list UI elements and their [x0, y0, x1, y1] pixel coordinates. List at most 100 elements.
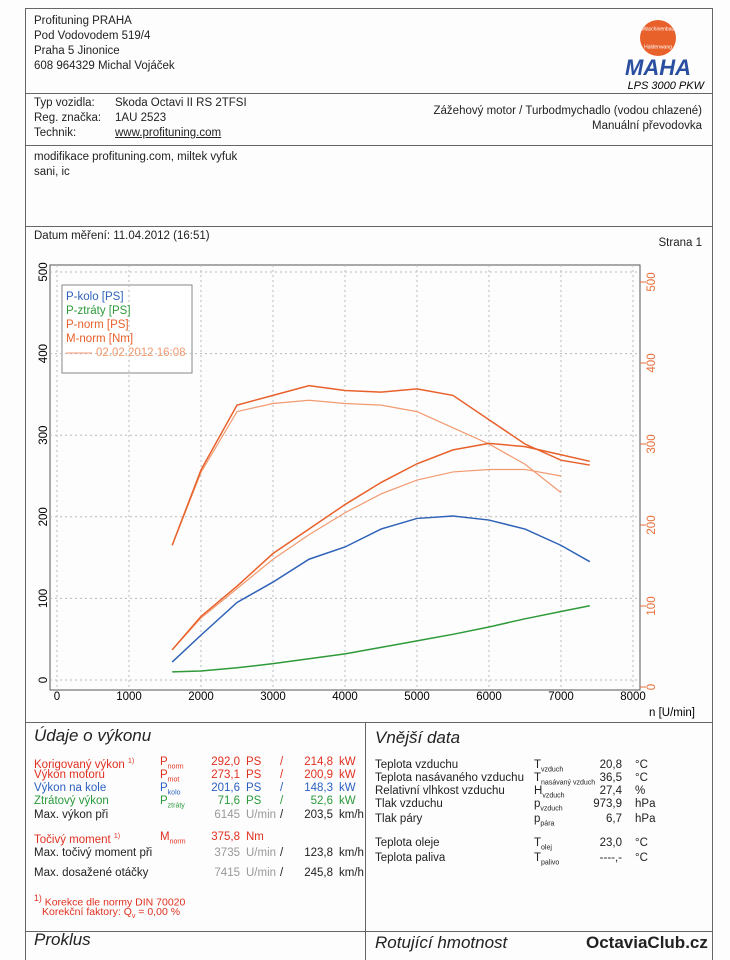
gearbox: Manuální převodovka [592, 120, 702, 132]
y2-tick-label: 400 [646, 353, 658, 372]
vehicle-value: www.profituning.com [115, 127, 222, 139]
value: 27,4 [599, 785, 622, 797]
series-line [171, 384, 590, 546]
vehicle-label: Reg. značka: [34, 112, 102, 124]
value: 201,6 [211, 782, 240, 794]
unit: kW [339, 782, 356, 794]
unit: PS [246, 769, 262, 781]
symbol: Pmot [160, 769, 180, 784]
y2-tick-label: 100 [646, 596, 658, 615]
correction-label: Korekční faktory: Q [42, 906, 132, 918]
footnote: 1) Korekce dle normy DIN 70020 [34, 891, 185, 910]
x-tick-label: 8000 [620, 691, 646, 703]
symbol: Tvzduch [534, 759, 564, 774]
unit: °C [635, 852, 648, 864]
value: 6145 [214, 809, 240, 821]
value: 973,9 [593, 798, 622, 810]
correction: Korekční faktory: Qv = 0,00 % [42, 905, 180, 924]
unit: °C [635, 772, 648, 784]
unit: U/min [246, 847, 277, 859]
unit: km/h [339, 867, 364, 879]
note: 1) [113, 833, 121, 840]
label: Relativní vlhkost vzduchu [375, 785, 505, 797]
symbol: ppára [534, 813, 555, 828]
legend-label: M-norm [Nm] [66, 333, 133, 345]
value: 23,0 [599, 837, 622, 849]
separator: / [280, 756, 284, 768]
value: 3735 [214, 847, 240, 859]
vehicle-value: 1AU 2523 [115, 112, 167, 124]
footnote-mark: 1) [34, 893, 42, 903]
row-label: Max. výkon při [34, 808, 108, 822]
value: 245,8 [304, 867, 333, 879]
legend-label: P-ztráty [PS] [66, 305, 131, 317]
label: Výkon na kole [34, 782, 107, 794]
label: Max. výkon při [34, 809, 109, 821]
unit: km/h [339, 809, 364, 821]
separator: / [280, 795, 284, 807]
symbol-sub: mot [167, 776, 180, 784]
symbol: Tpalivo [534, 852, 560, 867]
label: Tlak páry [375, 813, 423, 825]
value: 123,8 [304, 847, 333, 859]
x-tick-label: 3000 [260, 691, 286, 703]
value: 273,1 [211, 769, 240, 781]
engine: Zážehový motor / Turbodmychadlo (vodou c… [433, 105, 702, 117]
separator: / [280, 769, 284, 781]
x-tick-label: 2000 [188, 691, 214, 703]
series-line [172, 605, 590, 673]
label: Výkon motoru [34, 769, 105, 781]
symbol-sub: ztráty [167, 802, 185, 810]
logo-ring: Maschinenbau [642, 26, 675, 32]
y2-tick-label: 300 [646, 434, 658, 453]
symbol: Pkolo [160, 782, 181, 797]
symbol-sub: kolo [167, 789, 181, 797]
logo-text: MAHA [625, 55, 691, 80]
unit: hPa [635, 813, 656, 825]
x-tick-label: 1000 [116, 691, 142, 703]
unit: U/min [246, 867, 277, 879]
value: 20,8 [599, 759, 622, 771]
footnote-text: Korekce dle normy DIN 70020 [44, 896, 186, 909]
label: Max. dosažené otáčky [34, 867, 149, 879]
value: 36,5 [599, 772, 622, 784]
section-title: Proklus [34, 930, 91, 949]
address-line: 608 964329 Michal Vojáček [34, 60, 175, 72]
reference-line [171, 399, 562, 546]
x-tick-label: 0 [54, 691, 60, 703]
series-line [171, 515, 591, 663]
section-title: Údaje o výkonu [34, 726, 152, 745]
symbol-sub: nasávaný vzduch [541, 779, 596, 787]
value: ----,- [599, 852, 622, 864]
page-number: Strana 1 [658, 237, 702, 249]
unit: % [635, 785, 646, 797]
y-tick-label: 0 [38, 677, 50, 683]
x-tick-label: 6000 [476, 691, 502, 703]
unit: PS [246, 795, 262, 807]
label: Korigovaný výkon [34, 758, 125, 771]
date: Datum měření: 11.04.2012 (16:51) [34, 230, 210, 242]
row-label: Max. dosažené otáčky [34, 866, 148, 880]
unit: Nm [246, 831, 264, 843]
label: Max. točivý moment při [34, 847, 153, 859]
vehicle-value: Skoda Octavi II RS 2TFSI [115, 97, 247, 109]
value: 71,6 [217, 795, 240, 807]
symbol: Pnorm [160, 756, 184, 771]
symbol: pvzduch [534, 798, 563, 813]
symbol-sub: norm [167, 763, 184, 771]
logo-circle [640, 20, 676, 56]
logo: Maschinenbau Haldenwang MAHA LPS 3000 PK… [625, 20, 706, 92]
logo-ring: Haldenwang [644, 44, 672, 50]
value: 7415 [214, 867, 240, 879]
label: Teplota oleje [375, 837, 440, 849]
value: 200,9 [304, 769, 333, 781]
value: 375,8 [211, 831, 240, 843]
legend-label: P-kolo [PS] [66, 291, 124, 303]
x-tick-label: 7000 [548, 691, 574, 703]
note: 1) [127, 758, 135, 765]
y-tick-label: 100 [38, 589, 50, 608]
y-tick-label: 300 [38, 426, 50, 445]
symbol: Mnorm [160, 831, 186, 846]
unit: kW [339, 795, 356, 807]
value: 214,8 [304, 756, 333, 768]
